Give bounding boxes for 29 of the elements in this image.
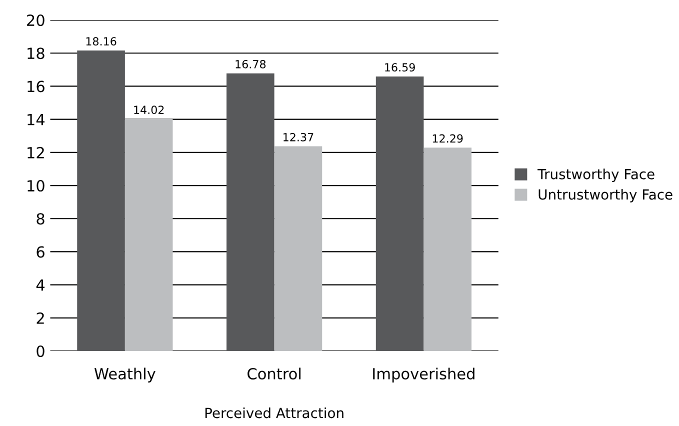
y-tick-label: 18 bbox=[28, 48, 44, 60]
bar bbox=[226, 73, 274, 352]
data-label: 12.37 bbox=[284, 132, 314, 142]
x-tick-label: Control bbox=[248, 368, 300, 380]
y-tick-label: 12 bbox=[28, 146, 44, 158]
y-tick-label: 20 bbox=[27, 14, 44, 26]
bar bbox=[124, 118, 173, 352]
y-tick-label: 6 bbox=[36, 246, 44, 258]
data-label: 18.16 bbox=[86, 37, 116, 46]
legend-label: Untrustworthy Face bbox=[538, 188, 672, 202]
bar bbox=[274, 146, 322, 352]
y-tick-label: 8 bbox=[36, 213, 44, 225]
data-label: 12.29 bbox=[432, 134, 463, 143]
legend-label: Trustworthy Face bbox=[538, 168, 654, 182]
y-tick-label: 0 bbox=[36, 345, 44, 358]
y-tick-label: 16 bbox=[28, 80, 44, 92]
x-tick-label: Impoverished bbox=[373, 368, 474, 382]
bar bbox=[424, 148, 472, 352]
bar bbox=[376, 76, 424, 352]
y-tick-label: 14 bbox=[28, 114, 45, 126]
bar bbox=[77, 50, 125, 352]
data-label: 14.02 bbox=[134, 106, 164, 114]
y-tick-label: 2 bbox=[36, 312, 44, 324]
x-tick-label: Weathly bbox=[94, 368, 156, 382]
y-tick-label: 4 bbox=[36, 279, 45, 291]
data-label: 16.59 bbox=[385, 63, 415, 72]
y-tick-label: 10 bbox=[28, 180, 44, 192]
x-axis-title: Perceived Attraction bbox=[205, 407, 344, 418]
data-label: 16.78 bbox=[236, 60, 266, 68]
